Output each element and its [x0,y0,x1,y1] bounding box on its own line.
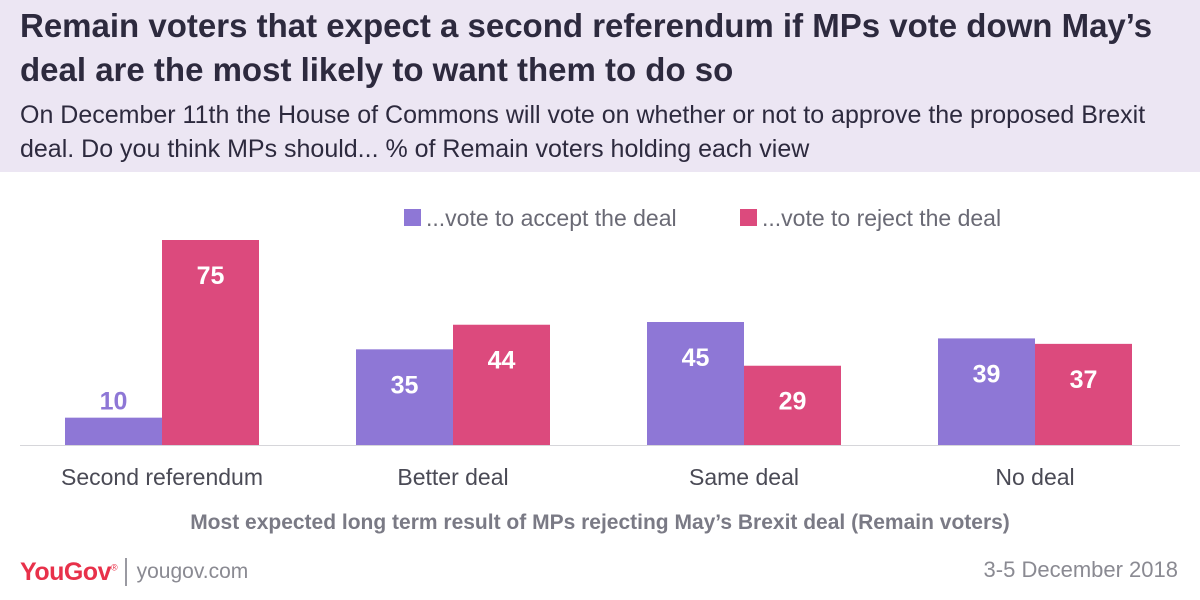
legend-label-reject: ...vote to reject the deal [762,205,1001,231]
footer-date: 3-5 December 2018 [983,557,1178,582]
chart-subtitle: On December 11th the House of Commons wi… [20,101,1146,163]
bar-reject-3 [744,365,841,445]
bar-reject-1 [162,240,259,445]
data-label: 10 [100,388,128,416]
bar-accept-1 [65,417,162,445]
footer-brand: YouGov® yougov.com [20,557,248,587]
legend-swatch-reject [740,209,757,226]
data-label: 75 [197,262,225,290]
data-label: 37 [1070,366,1098,394]
legend-swatch-accept [404,209,421,226]
bar-accept-3 [647,322,744,445]
data-label: 44 [488,347,516,375]
data-label: 45 [682,344,710,372]
x-tick-label: Better deal [397,464,508,490]
bar-reject-4 [1035,343,1132,445]
data-label: 29 [779,388,807,416]
footer-url: yougov.com [136,560,249,583]
bar-accept-4 [938,338,1035,445]
x-tick-label: Second referendum [61,464,263,490]
bar-accept-2 [356,349,453,445]
bar-reject-2 [453,324,550,445]
footer-divider [125,558,127,586]
data-label: 39 [973,360,1001,388]
chart-title: Remain voters that expect a second refer… [20,7,1153,88]
x-tick-label: No deal [995,464,1074,490]
yougov-logo: YouGov® [20,557,118,586]
x-tick-label: Same deal [689,464,799,490]
x-axis-title: Most expected long term result of MPs re… [190,511,1010,534]
data-label: 35 [391,371,419,399]
legend-label-accept: ...vote to accept the deal [426,205,677,231]
chart-header: Remain voters that expect a second refer… [0,0,1200,172]
